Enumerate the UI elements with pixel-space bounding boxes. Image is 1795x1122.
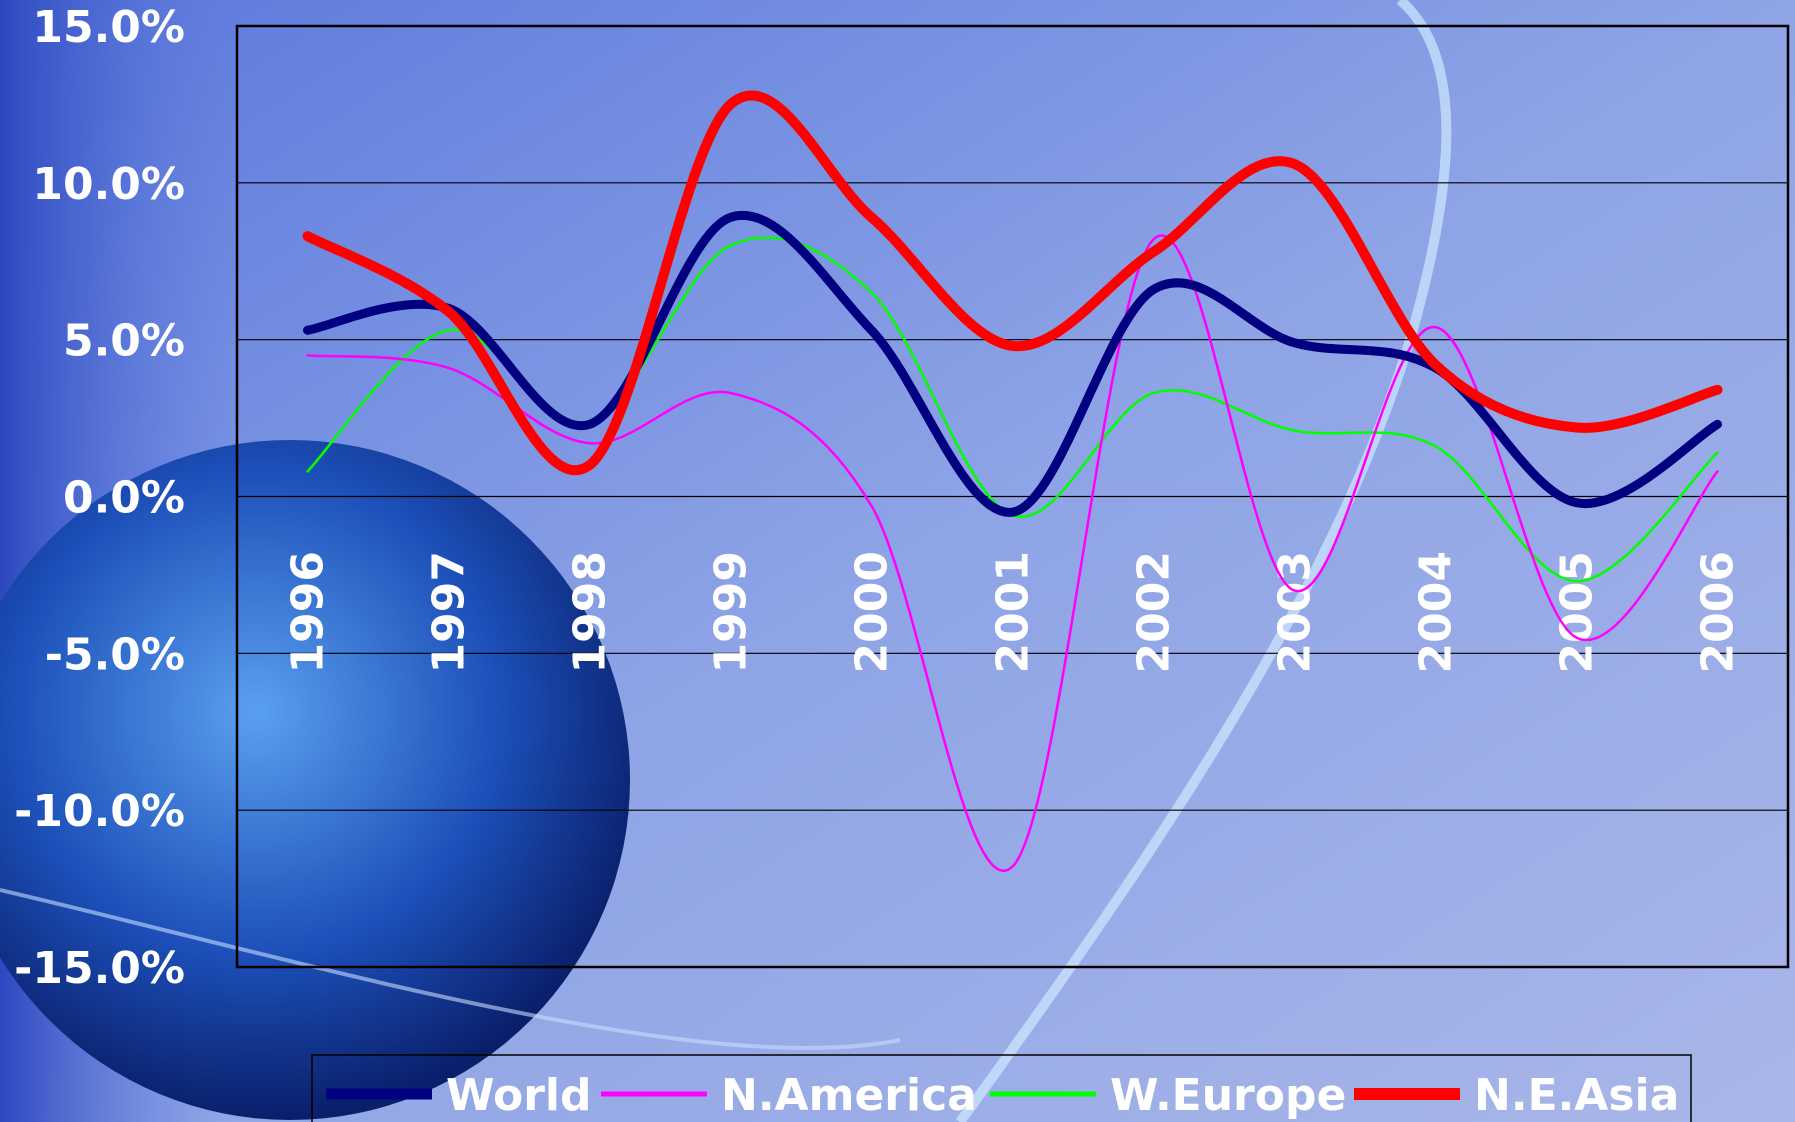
x-tick-label: 1999 — [706, 551, 757, 673]
legend-label: N.America — [721, 1070, 977, 1121]
legend-label: N.E.Asia — [1474, 1070, 1679, 1121]
legend-label: World — [446, 1070, 591, 1121]
y-tick-label: -5.0% — [45, 629, 185, 680]
x-tick-label: 2001 — [988, 551, 1039, 673]
legend-label: W.Europe — [1110, 1070, 1346, 1121]
y-tick-label: 0.0% — [63, 473, 185, 524]
y-tick-label: -10.0% — [14, 786, 185, 837]
decor-orbit — [0, 888, 901, 1050]
x-tick-label: 2004 — [1411, 551, 1462, 673]
globe — [0, 440, 630, 1120]
x-tick-label: 2005 — [1552, 551, 1603, 673]
y-tick-label: 5.0% — [63, 316, 185, 367]
x-tick-label: 2006 — [1693, 551, 1744, 673]
x-tick-label: 1996 — [283, 551, 334, 673]
x-tick-label: 2002 — [1129, 551, 1180, 673]
series-line — [302, 90, 1723, 476]
y-tick-label: -15.0% — [14, 943, 185, 994]
x-tick-label: 2000 — [847, 551, 898, 673]
y-tick-label: 15.0% — [32, 2, 185, 53]
y-tick-label: 10.0% — [32, 159, 185, 210]
x-tick-label: 1997 — [424, 551, 475, 673]
legend — [311, 1054, 1692, 1122]
x-tick-label: 1998 — [565, 551, 616, 673]
